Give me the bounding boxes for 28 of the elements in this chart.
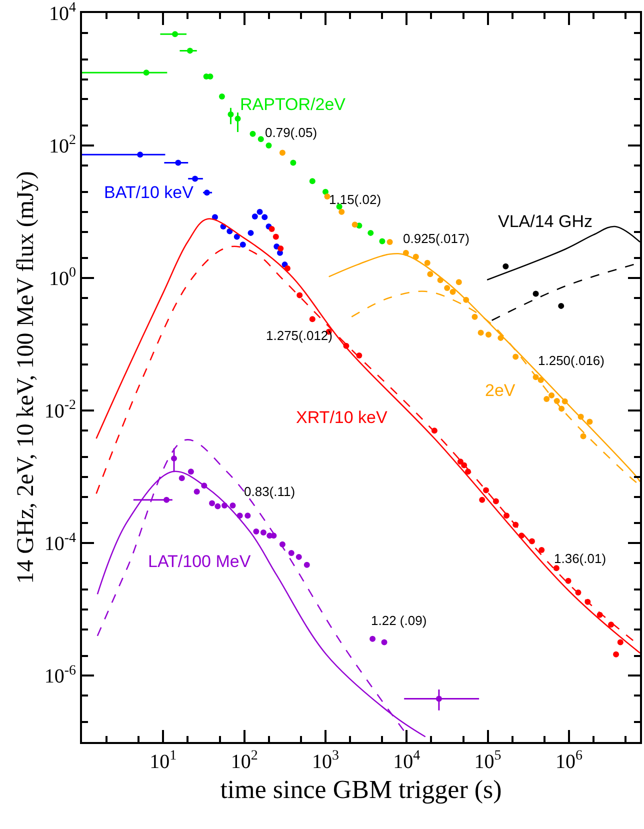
y-tick-label: 10$^{0}$ — [49, 266, 76, 290]
series-label: VLA/14 GHz — [498, 212, 592, 231]
series-label: 2eV — [485, 381, 516, 400]
y-tick-label: 10$^{-6}$ — [44, 663, 76, 688]
x-tick-label: 10$^{1}$ — [150, 748, 177, 773]
y-tick-label: 10$^{2}$ — [49, 133, 76, 158]
y-tick-label: 10$^{-4}$ — [44, 530, 76, 556]
y-tick-label: 10$^{-2}$ — [44, 398, 76, 423]
legend-label: LAT/100 MeV — [148, 552, 252, 571]
legend-label: BAT/10 keV — [104, 183, 194, 202]
annotation: 0.83(.11) — [244, 484, 296, 499]
annotation: 1.250(.016) — [538, 353, 604, 368]
x-tick-label: 10$^{3}$ — [312, 748, 339, 773]
annotation: 1.15(.02) — [329, 192, 382, 207]
y-axis-title: 14 GHz, 2eV, 10 keV, 100 MeV flux (mJy) — [12, 171, 39, 584]
annotation: 1.22 (.09) — [371, 613, 427, 628]
y-tick-label: 10$^{4}$ — [49, 0, 76, 25]
x-tick-label: 10$^{5}$ — [474, 748, 502, 773]
series-label: RAPTOR/2eV — [240, 95, 346, 114]
x-axis-title: time since GBM trigger (s) — [220, 775, 502, 804]
text: XRT/10 keV — [296, 408, 388, 427]
x-tick-label: 10$^{2}$ — [230, 748, 258, 773]
annotation: 1.275(.012) — [266, 328, 332, 343]
annotation: 0.79(.05) — [265, 125, 318, 140]
annotation: 1.36(.01) — [554, 551, 606, 566]
annotation: 0.925(.017) — [403, 231, 470, 246]
x-tick-label: 10$^{6}$ — [555, 748, 582, 773]
x-tick-label: 10$^{4}$ — [393, 748, 420, 773]
